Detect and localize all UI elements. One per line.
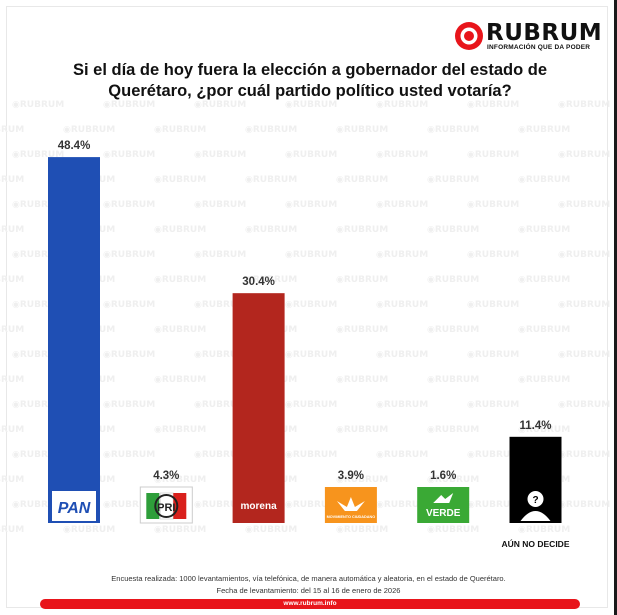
value-label-pri: 4.3% — [153, 470, 179, 482]
chart-title-line-2: Querétaro, ¿por cuál partido político us… — [108, 82, 512, 100]
chart-title-line-1: Si el día de hoy fuera la elección a gob… — [72, 61, 548, 79]
footer-methodology: Encuesta realizada: 1000 levantamientos,… — [111, 574, 506, 583]
bar-a-n-no-decide — [509, 436, 562, 523]
footer-url-bar[interactable]: www.rubrum.info — [40, 599, 580, 609]
value-label-mc: 3.9% — [338, 470, 364, 482]
pri-logo-ring — [154, 494, 179, 518]
scrollbar-edge — [614, 0, 617, 615]
verde-toucan-icon — [433, 493, 454, 503]
pan-logo-icon — [52, 491, 96, 521]
category-label-a-n-no-decide: AÚN NO DECIDE — [501, 538, 569, 549]
bar-morena — [232, 293, 285, 523]
rubrum-logo-icon — [455, 22, 483, 50]
mc-eagle-icon — [336, 497, 365, 511]
brand-name: RUBRUM — [486, 20, 603, 46]
value-label-pan: 48.4% — [58, 140, 91, 152]
pri-logo-text: PRI — [157, 502, 175, 514]
undecided-question-mark: ? — [532, 495, 538, 506]
pan-logo-text: PAN — [58, 500, 91, 517]
pri-logo-icon — [146, 493, 160, 519]
bar-verde — [417, 487, 470, 523]
bar-pan — [48, 157, 100, 523]
undecided-person-body-icon — [520, 511, 551, 521]
value-label-a-n-no-decide: 11.4% — [520, 420, 552, 432]
morena-logo-text: morena — [241, 501, 278, 512]
footer-date: Fecha de levantamiento: del 15 al 16 de … — [216, 586, 401, 595]
infographic-frame — [7, 7, 607, 607]
mc-logo-text: MOVIMIENTO CIUDADANO — [327, 515, 376, 519]
pri-logo-stripe-red — [173, 493, 187, 519]
brand-tagline: INFORMACIÓN QUE DA PODER — [487, 44, 591, 51]
footer-url[interactable]: www.rubrum.info — [283, 600, 337, 607]
undecided-person-head-icon — [527, 491, 544, 507]
chart-title: Si el día de hoy fuera la elección a gob… — [20, 60, 600, 102]
value-label-morena: 30.4% — [242, 276, 275, 288]
value-label-verde: 1.6% — [430, 470, 456, 482]
verde-logo-text: VERDE — [426, 508, 461, 519]
